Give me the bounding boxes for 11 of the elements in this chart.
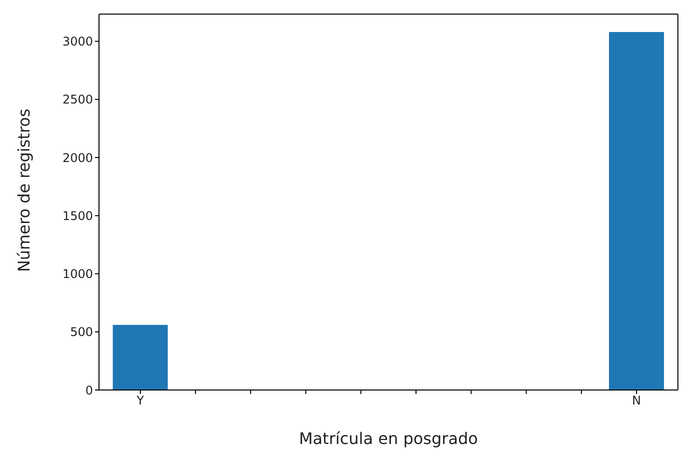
y-axis-title: Número de registros: [14, 108, 34, 272]
y-tick-label: 0: [85, 383, 93, 398]
y-tick-label: 1500: [62, 208, 93, 223]
y-tick-label: 1000: [62, 267, 93, 282]
x-tick-label: Y: [136, 394, 145, 408]
x-axis-title: Matrícula en posgrado: [298, 429, 478, 448]
y-tick-label: 2500: [62, 92, 93, 107]
x-tick-label: N: [632, 394, 642, 408]
y-tick-label: 2000: [62, 150, 93, 165]
y-tick-label: 3000: [62, 34, 93, 49]
y-tick-label: 500: [70, 325, 93, 340]
